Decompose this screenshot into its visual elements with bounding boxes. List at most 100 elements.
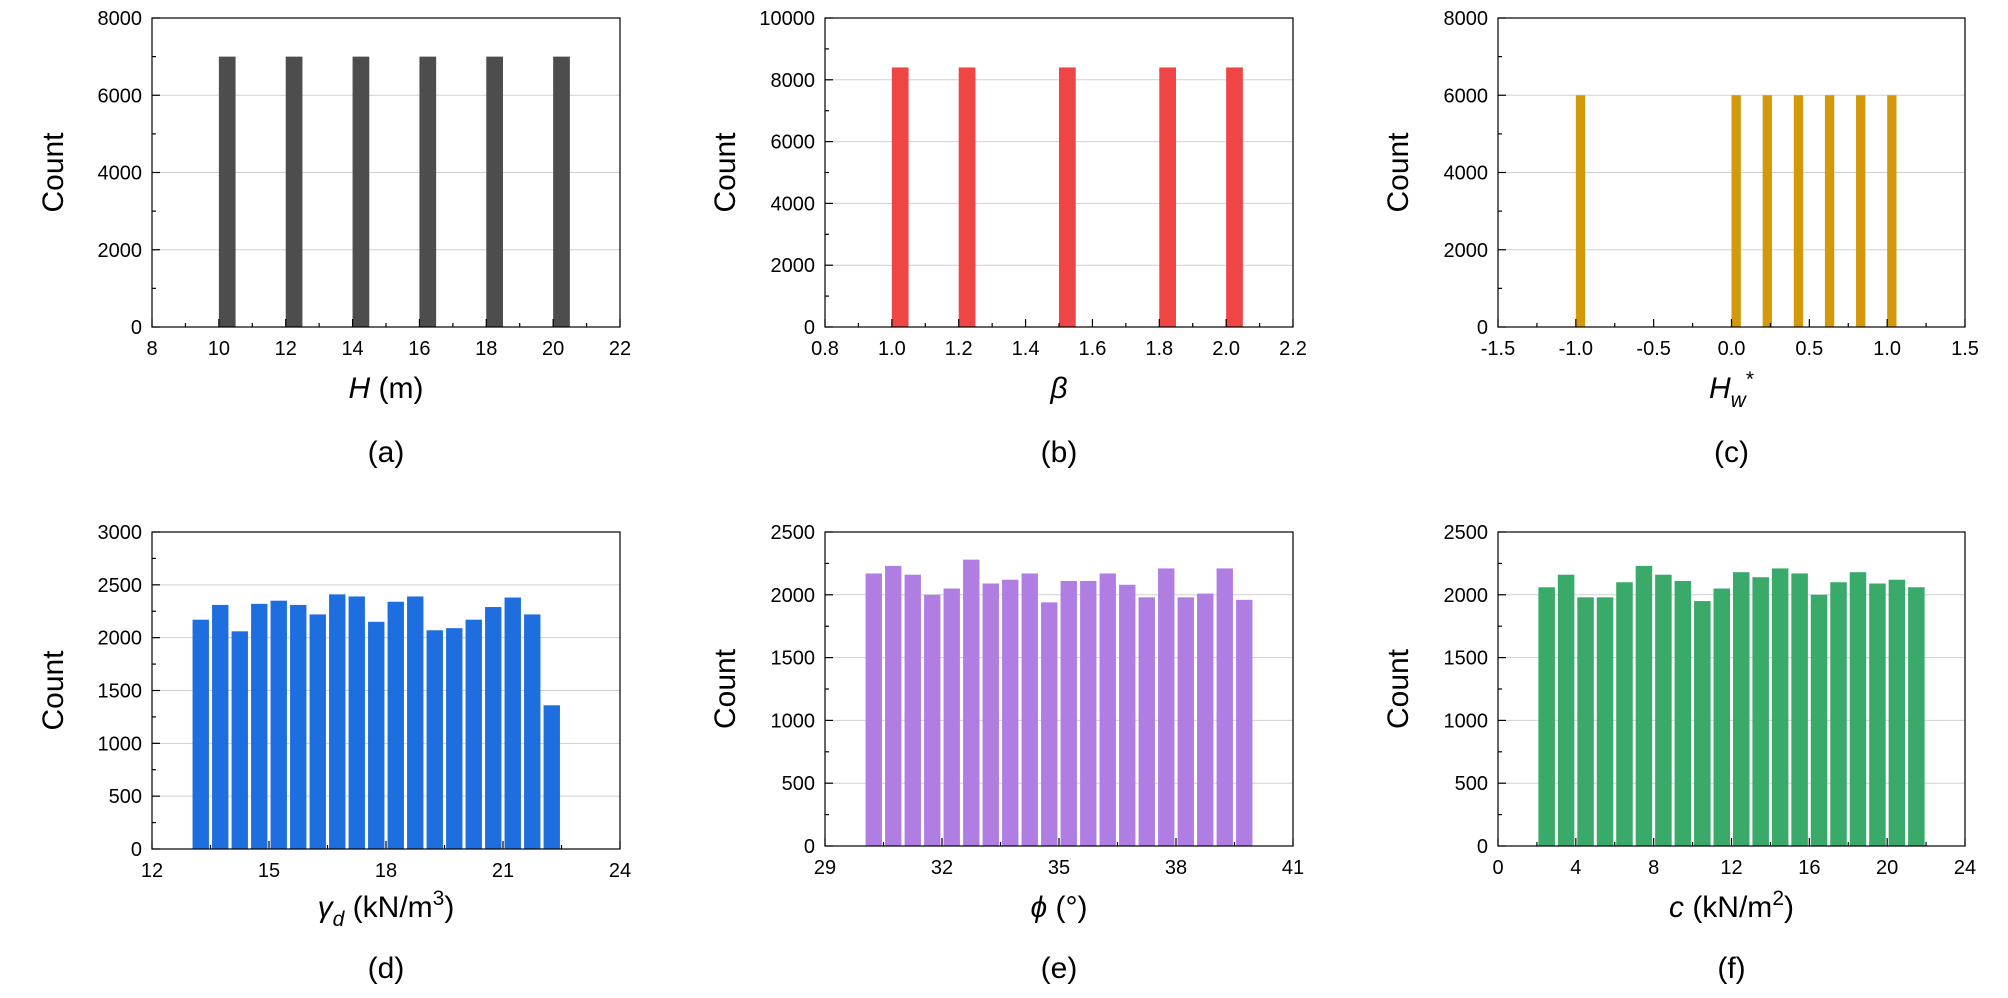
chart-panel-4: 0 500 1000 1500 2000 2500 3000 12 15 18 21 24 Count γ…	[37, 522, 631, 985]
x-tick-label: 32	[931, 857, 953, 879]
bar	[192, 619, 209, 849]
bar	[446, 628, 463, 849]
chart-panel-3: 0 2000 4000 6000 8000 -1.5 -1.0 -0.5 0.0 0.5 1.0 1.…	[1382, 8, 1979, 469]
y-tick-label: 3000	[98, 522, 143, 544]
y-tick-label: 2500	[771, 522, 816, 544]
y-axis-label: Count	[709, 648, 742, 729]
bar	[368, 621, 385, 849]
x-tick-label: 18	[475, 338, 497, 360]
bar	[1021, 573, 1038, 846]
bar	[1119, 584, 1136, 846]
bar	[1197, 593, 1214, 846]
x-tick-label: 38	[1165, 857, 1187, 879]
x-tick-label: 18	[375, 860, 397, 882]
bar	[1041, 602, 1058, 846]
x-tick-label: 12	[1720, 857, 1742, 879]
bar	[1869, 583, 1886, 846]
x-tick-label: 15	[258, 860, 280, 882]
y-tick-label: 8000	[771, 70, 816, 92]
bar	[1538, 587, 1555, 846]
bar	[486, 56, 503, 327]
bar	[1674, 580, 1692, 846]
x-tick-label: -0.5	[1636, 338, 1670, 360]
y-tick-label: 2000	[771, 585, 816, 607]
x-tick-label: 8	[1648, 857, 1659, 879]
panel-label: (f)	[1717, 952, 1745, 985]
y-axis-label: Count	[1382, 648, 1415, 729]
bar	[1060, 580, 1077, 846]
bar	[1099, 573, 1116, 846]
y-tick-label: 10000	[759, 8, 815, 30]
x-tick-label: 16	[408, 338, 430, 360]
y-tick-label: 6000	[98, 85, 143, 107]
bar	[285, 56, 303, 327]
y-tick-label: 1500	[98, 681, 143, 703]
bar	[958, 67, 976, 327]
bar	[1557, 574, 1575, 846]
bar	[904, 574, 921, 846]
y-tick-label: 4000	[1444, 163, 1489, 185]
bar	[426, 630, 443, 849]
x-tick-label: -1.5	[1481, 338, 1515, 360]
y-tick-label: 4000	[98, 163, 143, 185]
chart-panel-2: 0 2000 4000 6000 8000 10000 0.8 1.0 1.2 1.4 1.6 1.8…	[709, 8, 1307, 469]
bar	[1824, 95, 1835, 327]
y-tick-label: 0	[804, 317, 815, 339]
x-axis-label: H (m)	[349, 372, 424, 405]
bar	[1059, 67, 1076, 327]
y-tick-label: 500	[109, 786, 142, 808]
x-tick-label: 0.0	[1718, 338, 1746, 360]
y-tick-label: 2000	[98, 240, 143, 262]
bar	[419, 56, 437, 327]
x-tick-label: 0.8	[811, 338, 839, 360]
x-tick-label: 0.5	[1795, 338, 1823, 360]
bar	[943, 588, 960, 846]
x-axis-label: c (kN/m2)	[1669, 887, 1794, 924]
y-tick-label: 2500	[1444, 522, 1489, 544]
panel-label: (b)	[1041, 436, 1078, 469]
x-tick-label: 4	[1570, 857, 1581, 879]
y-tick-label: 0	[1477, 317, 1488, 339]
x-axis-label: ϕ (°)	[1031, 891, 1088, 924]
bar	[1002, 579, 1019, 846]
x-tick-label: 10	[208, 338, 230, 360]
y-tick-label: 1000	[98, 733, 143, 755]
bar	[485, 607, 502, 849]
bar	[1830, 582, 1847, 846]
bar	[1177, 597, 1194, 846]
bar	[1577, 597, 1594, 846]
panel-label: (a)	[368, 436, 405, 469]
bar	[465, 619, 482, 849]
x-tick-label: 20	[1876, 857, 1898, 879]
bar	[1159, 67, 1176, 327]
bar	[1856, 95, 1866, 327]
bar	[1694, 601, 1711, 846]
y-tick-label: 2500	[98, 575, 143, 597]
x-tick-label: 8	[146, 338, 157, 360]
bar	[963, 559, 980, 846]
bar	[1596, 597, 1614, 846]
bar	[1138, 597, 1155, 846]
x-tick-label: 29	[814, 857, 836, 879]
bar	[504, 597, 521, 849]
bar	[348, 596, 365, 849]
panel-label: (d)	[368, 952, 405, 985]
y-tick-label: 1500	[1444, 648, 1489, 670]
y-axis-label: Count	[709, 132, 742, 213]
y-tick-label: 1000	[771, 710, 816, 732]
bar	[885, 565, 902, 846]
bar	[1616, 582, 1633, 846]
x-tick-label: 2.0	[1212, 338, 1240, 360]
bar	[1158, 568, 1175, 846]
bar	[1849, 572, 1867, 846]
bar	[352, 56, 370, 327]
x-tick-label: 16	[1798, 857, 1820, 879]
y-tick-label: 2000	[98, 628, 143, 650]
bar	[1226, 67, 1243, 327]
bar	[1762, 95, 1772, 327]
bar	[231, 631, 248, 849]
bar	[1791, 573, 1808, 846]
x-tick-label: 1.5	[1951, 338, 1979, 360]
bar	[251, 603, 268, 849]
